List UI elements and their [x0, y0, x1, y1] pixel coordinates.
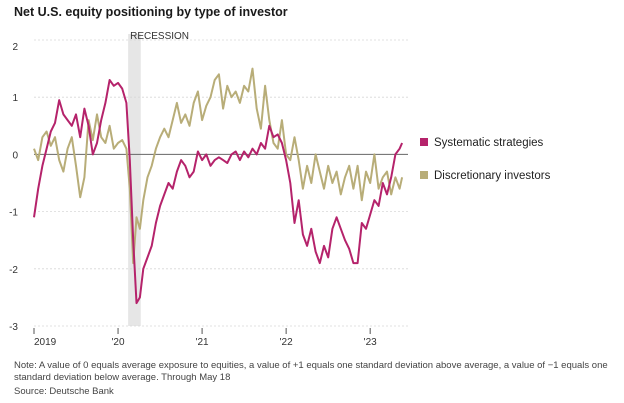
series-line-systematic: [33, 79, 404, 305]
series-line-discretionary: [33, 67, 404, 265]
x-tick-label: '20: [112, 337, 125, 348]
chart-note: Note: A value of 0 equals average exposu…: [14, 360, 608, 383]
x-tick-label: '23: [364, 337, 377, 348]
y-tick-label: 1: [12, 93, 18, 104]
legend-swatch-discretionary: [420, 171, 428, 179]
x-tick-label: '22: [280, 337, 293, 348]
legend-label-systematic: Systematic strategies: [434, 137, 544, 149]
legend: Systematic strategies Discretionary inves…: [420, 137, 551, 182]
chart-source: Source: Deutsche Bank: [14, 386, 114, 397]
y-tick-label: -3: [9, 322, 18, 333]
y-axis-ticks: 2 1 0 -1 -2 -3: [9, 42, 18, 333]
y-tick-label: -1: [9, 208, 18, 219]
y-tick-label: -2: [9, 265, 18, 276]
y-tick-label: 2: [12, 42, 18, 53]
chart-canvas: RECESSION 2 1 0 -1 -2 -3 2019 '20 '21 '22 '23 Sys…: [9, 31, 551, 348]
y-tick-label: 0: [12, 150, 18, 161]
x-tick-label: '21: [196, 337, 209, 348]
x-axis-ticks: 2019 '20 '21 '22 '23: [33, 328, 377, 348]
recession-band-group: RECESSION: [128, 31, 189, 326]
legend-swatch-systematic: [420, 138, 428, 146]
legend-label-discretionary: Discretionary investors: [434, 170, 551, 182]
recession-label: RECESSION: [130, 31, 189, 42]
chart-title: Net U.S. equity positioning by type of i…: [14, 5, 288, 19]
gridlines-group: [34, 39, 408, 327]
series-group: [33, 67, 404, 305]
x-tick-label: 2019: [34, 337, 57, 348]
recession-band: [128, 34, 141, 326]
